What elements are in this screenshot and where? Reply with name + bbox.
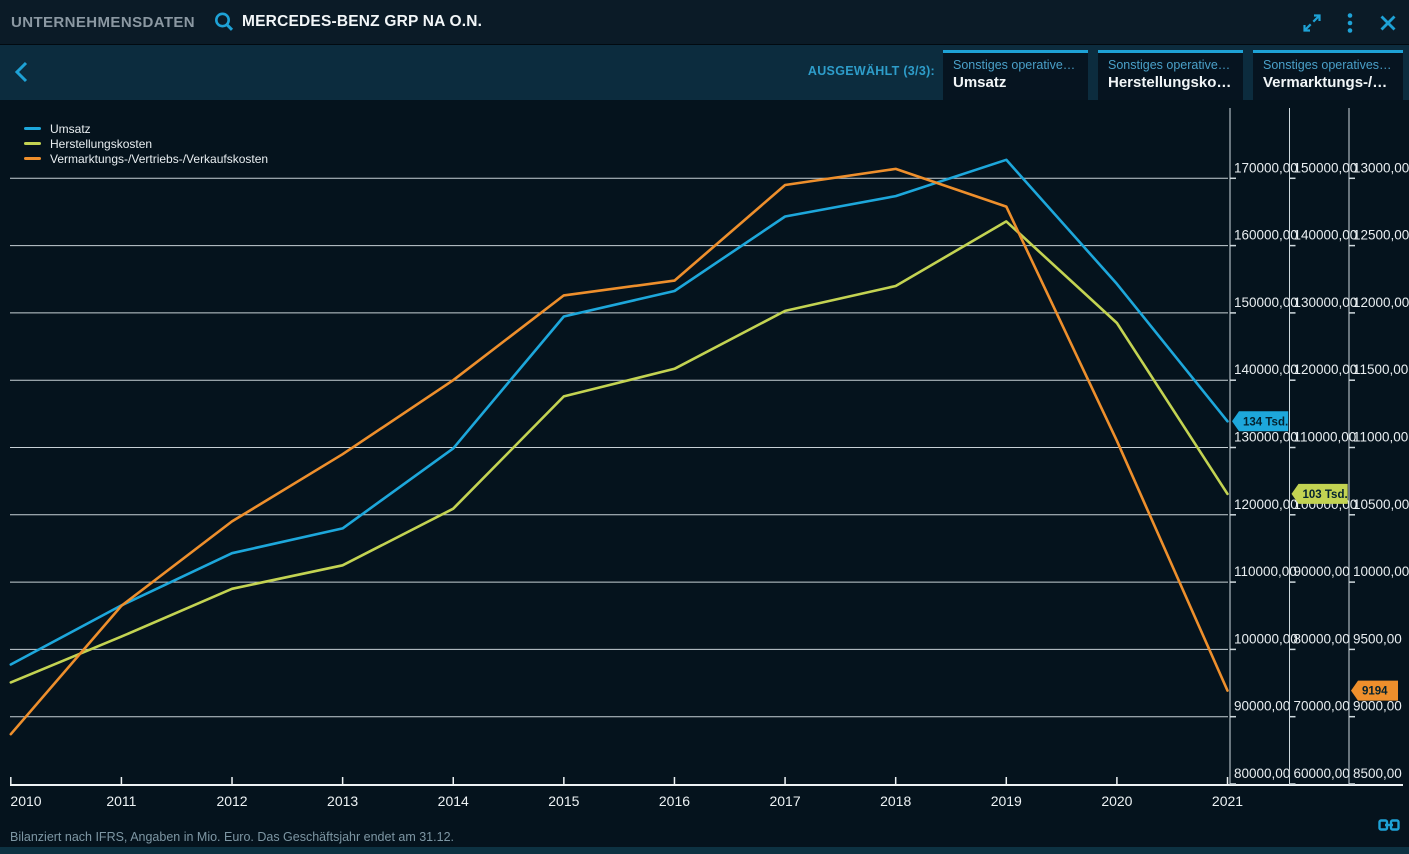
chart-legend: Umsatz Herstellungskosten Vermarktungs-/… bbox=[24, 121, 268, 166]
x-axis-year-label: 2019 bbox=[991, 793, 1022, 809]
last-value-badge: 103 Tsd. bbox=[1291, 483, 1348, 504]
y-axis-tick-label: 9000,00 bbox=[1353, 699, 1402, 714]
x-axis-year-label: 2016 bbox=[659, 793, 690, 809]
legend-label: Herstellungskosten bbox=[50, 136, 153, 151]
y-axis-tick-label: 13000,00 bbox=[1353, 160, 1409, 175]
tab-umsatz[interactable]: Sonstiges operatives … Umsatz bbox=[943, 50, 1088, 100]
x-axis-year-label: 2020 bbox=[1101, 793, 1132, 809]
y-axis-tick-label: 140000,00 bbox=[1234, 362, 1298, 377]
y-axis-column-1: 170000,00 160000,00 150000,00 140000,00 1300… bbox=[1229, 108, 1298, 785]
legend-swatch-herstellungskosten bbox=[24, 142, 41, 145]
link-icon[interactable] bbox=[1378, 817, 1400, 833]
legend-item-vermarktungskosten[interactable]: Vermarktungs-/Vertriebs-/Verkaufskosten bbox=[24, 151, 268, 166]
last-value-badge-label: 134 Tsd. bbox=[1243, 416, 1288, 428]
grid-lines bbox=[10, 177, 1228, 718]
y-axis-tick-label: 80000,00 bbox=[1294, 631, 1350, 646]
tab-herstellungskosten[interactable]: Sonstiges operatives … Herstellungskoste… bbox=[1098, 50, 1243, 100]
y-axis-tick-label: 150000,00 bbox=[1294, 160, 1358, 175]
y-axis-tick-label: 150000,00 bbox=[1234, 295, 1298, 310]
x-axis-year-label: 2018 bbox=[880, 793, 911, 809]
series-line-3 bbox=[9, 167, 1229, 736]
last-value-badge-label: 9194 bbox=[1362, 686, 1388, 698]
x-axis-year-label: 2021 bbox=[1212, 793, 1243, 809]
y-axis-tick-label: 120000,00 bbox=[1294, 362, 1358, 377]
legend-swatch-vermarktungskosten bbox=[24, 157, 41, 160]
y-axis-tick-label: 120000,00 bbox=[1234, 497, 1298, 512]
y-axis-tick-label: 8500,00 bbox=[1353, 766, 1402, 781]
legend-item-herstellungskosten[interactable]: Herstellungskosten bbox=[24, 136, 268, 151]
y-axis-column-3: 13000,00 12500,00 12000,00 11500,00 11000,00… bbox=[1348, 108, 1409, 785]
tab-title: Umsatz bbox=[953, 74, 1007, 91]
bottom-strip bbox=[0, 847, 1409, 854]
legend-swatch-umsatz bbox=[24, 127, 41, 130]
y-axis-tick-label: 130000,00 bbox=[1294, 295, 1358, 310]
y-axis-tick-label: 90000,00 bbox=[1294, 564, 1350, 579]
y-axis-tick-label: 12000,00 bbox=[1353, 295, 1409, 310]
series-line-2 bbox=[9, 220, 1229, 684]
x-axis-year-label: 2010 bbox=[10, 793, 41, 809]
selected-count-label: AUSGEWÄHLT (3/3): bbox=[807, 64, 935, 78]
y-axis-column-2: 150000,00 140000,00 130000,00 120000,00 1100… bbox=[1289, 108, 1358, 785]
series-line-1 bbox=[9, 158, 1229, 666]
legend-label: Vermarktungs-/Vertriebs-/Verkaufskosten bbox=[50, 151, 269, 166]
y-axis-tick-label: 130000,00 bbox=[1234, 430, 1298, 445]
y-axis-tick-label: 90000,00 bbox=[1234, 699, 1290, 714]
legend-label: Umsatz bbox=[50, 121, 91, 136]
app-title: UNTERNEHMENSDATEN bbox=[11, 13, 196, 31]
expand-icon[interactable] bbox=[1301, 12, 1323, 34]
y-axis-tick-label: 160000,00 bbox=[1234, 228, 1298, 243]
search-icon[interactable] bbox=[213, 11, 235, 33]
x-axis-year-label: 2017 bbox=[769, 793, 800, 809]
y-axis-tick-label: 11000,00 bbox=[1353, 430, 1408, 445]
chevron-left-icon bbox=[14, 61, 28, 83]
y-axis-tick-label: 10000,00 bbox=[1353, 564, 1409, 579]
last-value-badge-label: 103 Tsd. bbox=[1303, 489, 1348, 501]
kebab-menu-icon[interactable] bbox=[1339, 12, 1361, 34]
tab-subtitle: Sonstiges operatives … bbox=[953, 58, 1078, 72]
y-axis-tick-label: 10500,00 bbox=[1353, 497, 1409, 512]
y-axis-tick-label: 110000,00 bbox=[1234, 564, 1297, 579]
legend-item-umsatz[interactable]: Umsatz bbox=[24, 121, 268, 136]
y-axis-tick-label: 12500,00 bbox=[1353, 228, 1409, 243]
x-axis-year-label: 2013 bbox=[327, 793, 358, 809]
x-axis-year-label: 2012 bbox=[216, 793, 247, 809]
instrument-name: MERCEDES-BENZ GRP NA O.N. bbox=[242, 13, 483, 30]
title-bar: UNTERNEHMENSDATEN MERCEDES-BENZ GRP NA O… bbox=[0, 0, 1409, 45]
tab-title: Herstellungskosten bbox=[1108, 74, 1233, 91]
last-value-badge: 9194 bbox=[1351, 680, 1398, 701]
y-axis-tick-label: 80000,00 bbox=[1234, 766, 1290, 781]
y-axis-tick-label: 60000,00 bbox=[1294, 766, 1350, 781]
x-axis-year-label: 2015 bbox=[548, 793, 579, 809]
y-axis-tick-label: 100000,00 bbox=[1234, 631, 1298, 646]
tab-subtitle: Sonstiges operatives … bbox=[1263, 58, 1393, 72]
y-axis-tick-label: 170000,00 bbox=[1234, 160, 1298, 175]
tab-title: Vermarktungs-/V… bbox=[1263, 74, 1393, 91]
y-axis-tick-label: 140000,00 bbox=[1294, 228, 1358, 243]
tab-vermarktungskosten[interactable]: Sonstiges operatives … Vermarktungs-/V… bbox=[1253, 50, 1403, 100]
y-axis-tick-label: 110000,00 bbox=[1294, 430, 1357, 445]
x-axis-year-label: 2014 bbox=[438, 793, 469, 809]
y-axis-tick-label: 9500,00 bbox=[1353, 631, 1402, 646]
accounting-note: Bilanziert nach IFRS, Angaben in Mio. Eu… bbox=[10, 830, 454, 844]
last-value-badge: 134 Tsd. bbox=[1232, 411, 1289, 432]
y-axis-tick-label: 11500,00 bbox=[1353, 362, 1408, 377]
tab-subtitle: Sonstiges operatives … bbox=[1108, 58, 1233, 72]
back-button[interactable] bbox=[10, 59, 36, 85]
chart-toolbar: AUSGEWÄHLT (3/3): Sonstiges operatives …… bbox=[0, 45, 1409, 100]
y-axis-tick-label: 70000,00 bbox=[1294, 699, 1350, 714]
x-axis: 2010 2011 2012 2013 2014 2015 2016 2017 2018 2019… bbox=[10, 777, 1403, 809]
close-icon[interactable] bbox=[1377, 12, 1399, 34]
x-axis-year-label: 2011 bbox=[106, 793, 136, 809]
